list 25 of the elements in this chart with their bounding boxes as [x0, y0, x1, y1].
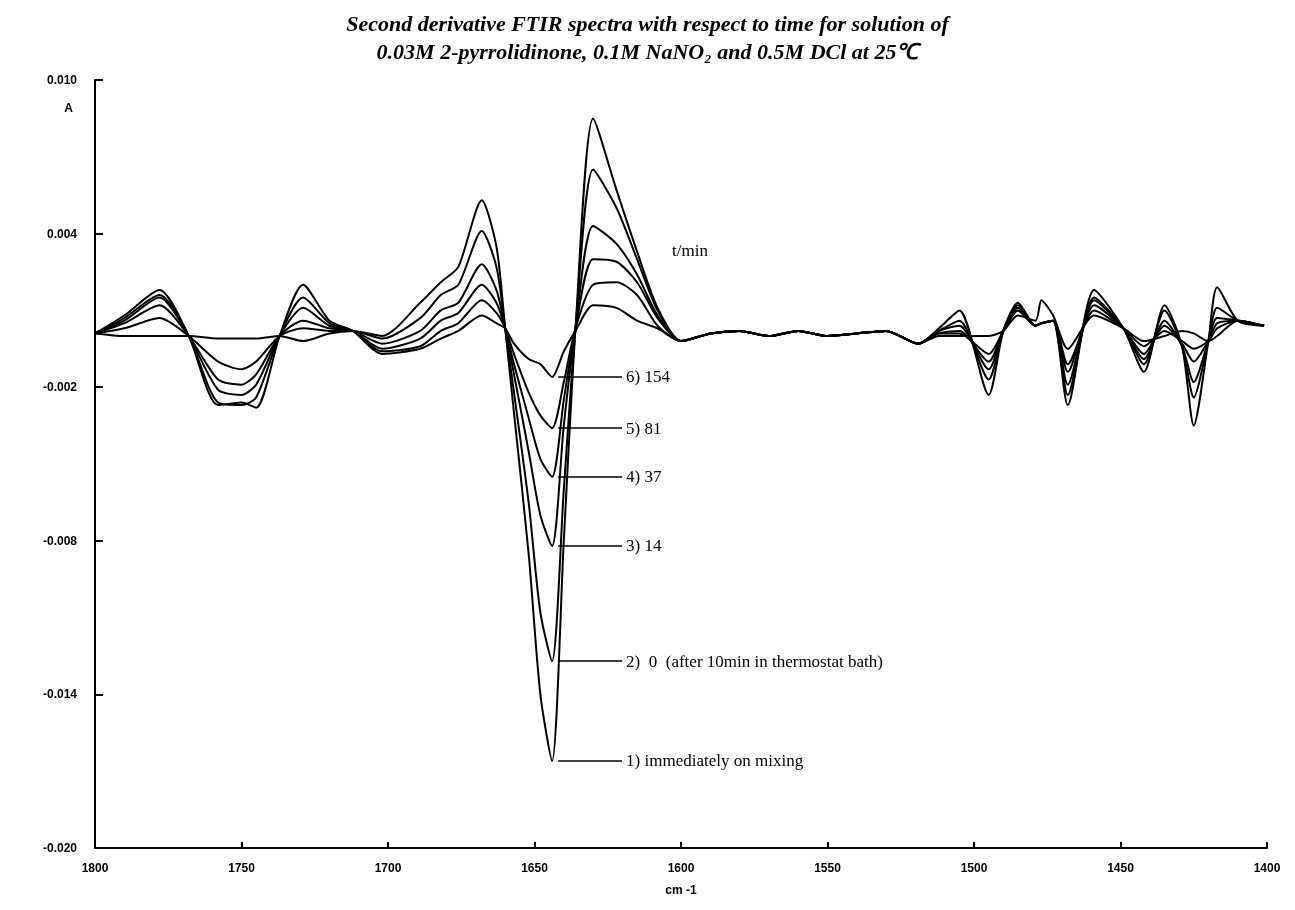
x-tick-label: 1500 [960, 861, 988, 875]
x-tick-label: 1550 [814, 861, 842, 875]
x-tick-label: 1450 [1107, 861, 1135, 875]
x-tick-label: 1800 [81, 861, 109, 875]
y-tick-label: 0.010 [46, 73, 78, 87]
legend-label: 5) 81 [626, 418, 662, 438]
legend-label: 3) 14 [626, 536, 662, 556]
legend-label: 1) immediately on mixing [626, 751, 804, 771]
x-tick-label: 1650 [521, 861, 549, 875]
legend-label: 6) 154 [626, 367, 671, 387]
x-tick-label: 1600 [667, 861, 695, 875]
y-tick-label: -0.014 [42, 687, 78, 702]
y-tick-label: -0.002 [42, 380, 78, 395]
y-tick-label: 0.004 [46, 226, 78, 241]
x-axis-title: cm -1 [665, 883, 697, 897]
y-axis-title: A [64, 101, 74, 115]
y-tick-label: -0.008 [42, 533, 78, 548]
x-tick-label: 1400 [1253, 861, 1281, 875]
y-tick-label: -0.020 [42, 841, 78, 855]
x-tick-label: 1700 [374, 861, 402, 875]
chart-title: Second derivative FTIR spectra with respect to time for solution of 0.03M 2-pyrrolidinone, 0.1M NaNO₂ and 0.5M DCl at 25℃ [346, 10, 952, 64]
legend-label: 4) 37 [626, 467, 662, 487]
legend-label: 2) 0 (after 10min in thermostat bath) [626, 651, 883, 671]
x-tick-label: 1750 [228, 861, 256, 875]
legend-title: t/min [672, 240, 709, 260]
